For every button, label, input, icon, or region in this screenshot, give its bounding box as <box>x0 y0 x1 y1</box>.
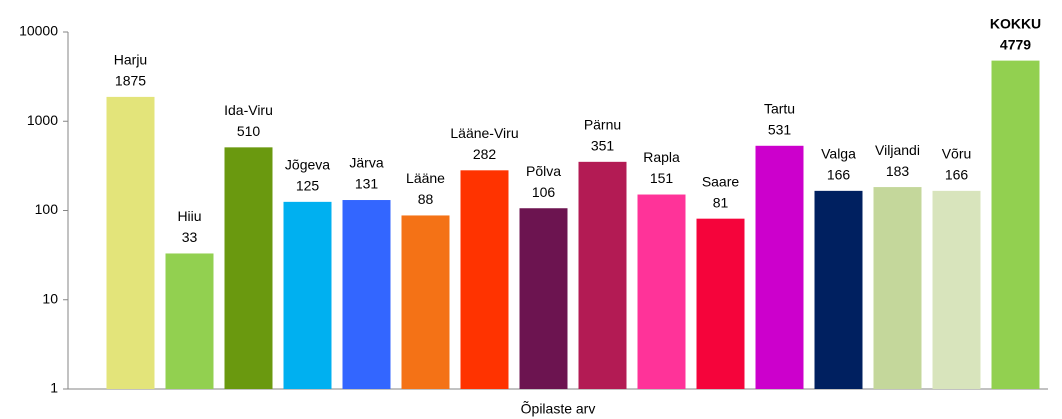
bar <box>755 145 804 389</box>
bar-category-label: Jõgeva <box>285 157 330 173</box>
bar-value-label: 131 <box>355 176 379 192</box>
bar-value-label: 351 <box>591 138 615 154</box>
bar <box>873 187 922 389</box>
bar <box>224 147 273 389</box>
bar-value-label: 183 <box>886 163 910 179</box>
x-axis-label: Õpilaste arv <box>521 401 596 417</box>
bar-category-label: Võru <box>942 146 972 162</box>
y-tick-label: 100 <box>35 201 59 217</box>
bar-category-label: Lääne <box>406 170 445 186</box>
bar-category-label: Lääne-Viru <box>450 125 518 141</box>
bar-value-label: 166 <box>945 167 969 183</box>
bar-value-label: 282 <box>473 146 497 162</box>
bar <box>401 215 450 389</box>
bar-category-label: Tartu <box>764 100 795 116</box>
bar <box>932 190 981 389</box>
bar <box>106 96 155 389</box>
bar <box>342 200 391 389</box>
bar-value-label: 125 <box>296 178 320 194</box>
bar <box>165 253 214 389</box>
bar-category-label: Harju <box>114 52 147 68</box>
bar-value-label: 81 <box>713 194 729 210</box>
bar <box>460 170 509 389</box>
bar-category-label: Hiiu <box>177 208 201 224</box>
bar-value-label: 510 <box>237 123 261 139</box>
y-tick-label: 1 <box>50 380 58 396</box>
bar-value-label: 33 <box>182 229 198 245</box>
bar-category-label: Rapla <box>643 149 680 165</box>
bar-category-label: Pärnu <box>584 117 621 133</box>
bar <box>991 60 1040 389</box>
bar <box>578 161 627 389</box>
y-tick-label: 1000 <box>27 112 58 128</box>
y-tick-label: 10 <box>42 290 58 306</box>
bar-value-label: 151 <box>650 170 674 186</box>
bar-value-label: 166 <box>827 167 851 183</box>
bar-value-label: 1875 <box>115 73 146 89</box>
y-tick-label: 10000 <box>19 23 58 39</box>
bar-category-label: KOKKU <box>990 15 1041 31</box>
bar-category-label: Ida-Viru <box>224 102 273 118</box>
bar-value-label: 531 <box>768 121 792 137</box>
bar-category-label: Põlva <box>526 163 561 179</box>
bar-value-label: 4779 <box>1000 36 1031 52</box>
bar-value-label: 88 <box>418 191 434 207</box>
bar <box>283 201 332 389</box>
bar-category-label: Saare <box>702 173 740 189</box>
bar-category-label: Viljandi <box>875 142 920 158</box>
bar-value-label: 106 <box>532 184 556 200</box>
bar <box>696 218 745 389</box>
bar <box>637 194 686 389</box>
bar <box>519 208 568 389</box>
bar-category-label: Järva <box>349 155 383 171</box>
bar <box>814 190 863 389</box>
bar-category-label: Valga <box>821 146 856 162</box>
